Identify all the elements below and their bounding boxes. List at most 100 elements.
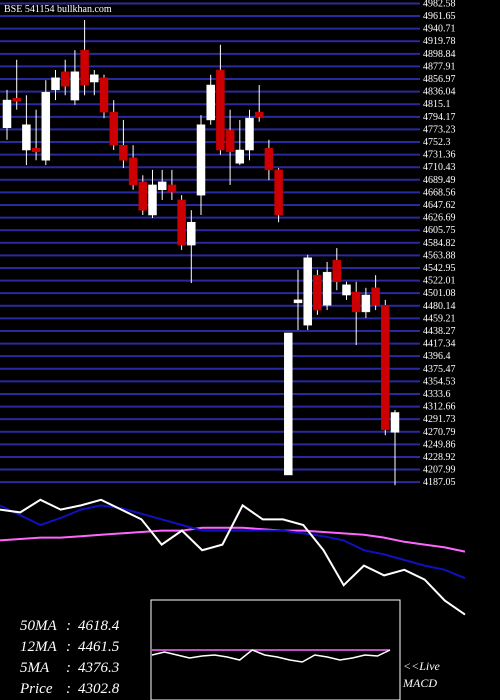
y-tick-label: 4291.73 [423, 414, 456, 425]
candle-body [2, 99, 12, 129]
y-tick-label: 4438.27 [423, 326, 456, 337]
candle-body [322, 271, 332, 306]
candle-body [361, 294, 371, 313]
candle-body [342, 284, 351, 296]
grid [0, 2, 420, 484]
y-tick-label: 4605.75 [423, 225, 456, 236]
candle-body [274, 169, 283, 216]
candle-body [351, 291, 361, 313]
candle-body [60, 71, 70, 87]
candle-body [119, 144, 128, 161]
candle-body [167, 184, 177, 193]
y-tick-label: 4961.65 [423, 11, 456, 22]
candle-body [31, 147, 41, 153]
y-tick-label: 4940.71 [423, 24, 456, 35]
readout-label: 5MA [20, 660, 50, 676]
readout-value: 4376.3 [78, 660, 119, 676]
candle-body [12, 98, 21, 102]
ma-line [0, 504, 466, 580]
candle-body [22, 124, 31, 151]
chart-title: BSE 541154 bullkhan.com [4, 4, 112, 15]
y-tick-label: 4773.23 [423, 124, 456, 135]
readout-separator: : [66, 639, 71, 655]
y-tick-label: 4187.05 [423, 477, 456, 488]
candle-body [148, 184, 157, 216]
candle-body [70, 71, 80, 101]
candle-body [371, 287, 380, 306]
candle-body [196, 124, 206, 196]
y-tick-label: 4982.58 [423, 0, 456, 9]
y-tick-label: 4731.36 [423, 150, 456, 161]
y-tick-label: 4794.17 [423, 112, 456, 123]
y-tick-label: 4333.6 [423, 389, 451, 400]
ma-line [0, 526, 466, 553]
plot [0, 20, 466, 663]
readout-label: 50MA [20, 618, 57, 634]
y-tick-label: 4836.04 [423, 87, 456, 98]
y-tick-label: 4459.21 [423, 313, 456, 324]
candle-body [109, 111, 118, 146]
candle-body [157, 181, 167, 190]
candle-body [128, 157, 138, 186]
macd-note: MACD [402, 676, 437, 690]
candle-body [216, 69, 225, 151]
y-tick-label: 4563.88 [423, 250, 456, 261]
candle-body [264, 147, 274, 171]
readout-label: Price [19, 681, 53, 697]
candle-body [390, 412, 400, 433]
readout-value: 4461.5 [78, 639, 120, 655]
y-tick-label: 4542.95 [423, 263, 456, 274]
y-tick-label: 4710.43 [423, 162, 456, 173]
y-tick-label: 4480.14 [423, 301, 456, 312]
y-tick-label: 4396.4 [423, 351, 451, 362]
candle-body [245, 117, 254, 151]
y-tick-label: 4584.82 [423, 238, 456, 249]
y-tick-label: 4249.86 [423, 439, 456, 450]
y-tick-label: 4752.3 [423, 137, 451, 148]
candle-body [235, 149, 245, 164]
candle-body [254, 111, 264, 118]
y-tick-label: 4856.97 [423, 74, 456, 85]
candle-body [284, 332, 293, 476]
candle-body [303, 257, 312, 326]
y-tick-label: 4501.08 [423, 288, 456, 299]
candle-body [225, 129, 235, 153]
y-tick-label: 4522.01 [423, 276, 456, 287]
candle-body [206, 84, 215, 121]
readout-separator: : [66, 681, 71, 697]
readout-value: 4302.8 [78, 681, 120, 697]
y-tick-label: 4689.49 [423, 175, 456, 186]
macd-note: <<Live [403, 659, 441, 673]
y-tick-label: 4417.34 [423, 339, 456, 350]
readout-label: 12MA [20, 639, 57, 655]
candle-body [80, 49, 89, 86]
candle-body [187, 221, 196, 246]
candle-body [138, 181, 148, 211]
y-tick-label: 4815.1 [423, 99, 451, 110]
y-tick-label: 4626.69 [423, 213, 456, 224]
y-tick-label: 4877.91 [423, 61, 456, 72]
y-tick-label: 4207.99 [423, 465, 456, 476]
y-tick-label: 4919.78 [423, 36, 456, 47]
y-tick-label: 4312.66 [423, 402, 456, 413]
y-tick-label: 4354.53 [423, 376, 456, 387]
y-tick-label: 4647.62 [423, 200, 456, 211]
candle-body [332, 259, 342, 283]
ma-line [0, 498, 466, 616]
y-tick-label: 4668.56 [423, 187, 456, 198]
candle-body [90, 74, 99, 83]
candle-body [381, 305, 390, 431]
y-tick-label: 4270.79 [423, 427, 456, 438]
y-tick-label: 4228.92 [423, 452, 456, 463]
candle-body [99, 77, 109, 113]
candle-body [51, 77, 60, 91]
candle-body [293, 299, 303, 304]
macd-line [151, 649, 391, 663]
candle-body [41, 91, 51, 161]
readout-separator: : [66, 660, 71, 676]
candle-body [177, 199, 186, 246]
macd-frame [150, 599, 401, 700]
y-tick-label: 4898.84 [423, 49, 456, 60]
